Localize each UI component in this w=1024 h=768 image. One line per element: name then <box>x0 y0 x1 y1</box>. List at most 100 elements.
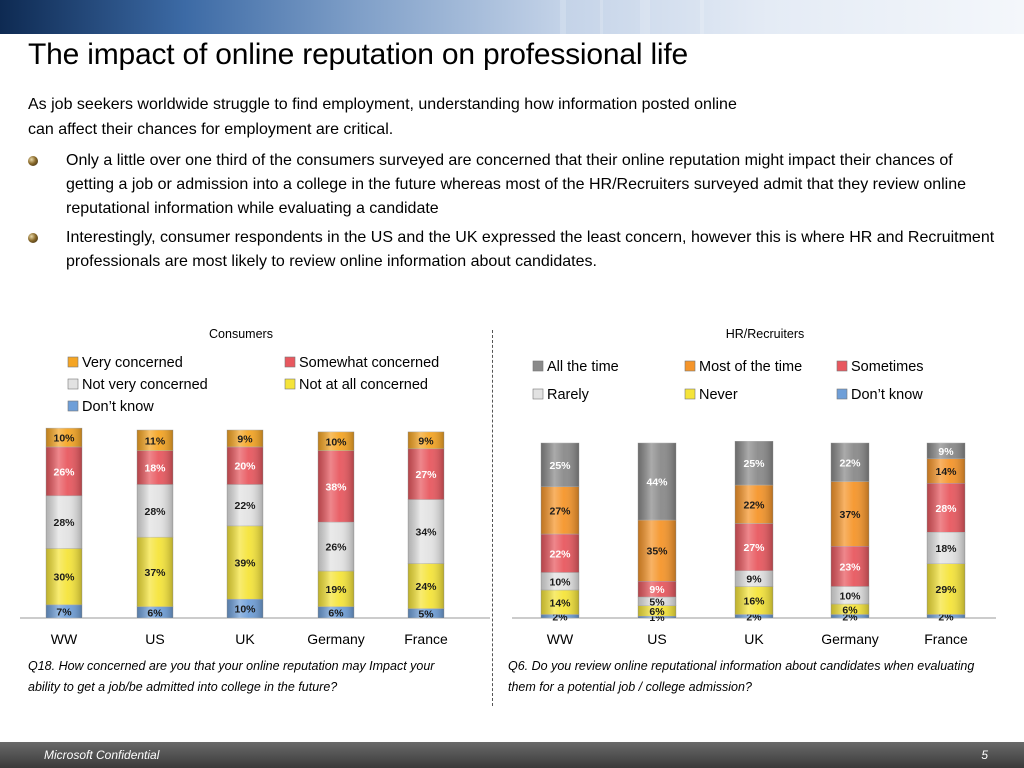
hr-legend-label-never: Never <box>699 387 738 403</box>
consumers-bar-shade-france-very-concerned <box>408 431 444 449</box>
consumers-bar-shade-germany-somewhat-concerned <box>318 450 354 523</box>
hr-data-label-us-sometimes: 9% <box>649 584 665 596</box>
hr-bar-shade-france-never <box>927 563 965 615</box>
hr-bar-shade-france-don-t-know <box>927 614 965 618</box>
consumers-data-label-uk-not-very-concerned: 22% <box>234 500 256 512</box>
consumers-data-label-ww-don-t-know: 7% <box>56 606 72 618</box>
hr-legend-label-most-of-the-time: Most of the time <box>699 359 802 375</box>
bullet-text: Interestingly, consumer respondents in t… <box>66 229 995 270</box>
header-banner <box>0 0 1024 34</box>
hr-chart-title: HR/Recruiters <box>726 327 805 341</box>
hr-data-label-us-rarely: 5% <box>649 596 665 608</box>
consumers-data-label-us-not-very-concerned: 28% <box>144 506 166 518</box>
hr-bar-shade-us-rarely <box>638 597 676 606</box>
consumers-bar-shade-ww-somewhat-concerned <box>46 446 82 496</box>
consumers-data-label-ww-not-very-concerned: 28% <box>53 517 75 529</box>
consumers-category-label-germany: Germany <box>307 631 365 647</box>
consumers-bar-shade-uk-very-concerned <box>227 430 263 447</box>
consumers-data-label-germany-don-t-know: 6% <box>328 607 344 619</box>
hr-legend-swatch-never <box>684 388 696 400</box>
consumers-data-label-us-don-t-know: 6% <box>147 607 163 619</box>
hr-data-label-germany-rarely: 10% <box>839 590 861 602</box>
consumers-data-label-uk-very-concerned: 9% <box>237 433 253 445</box>
hr-bar-shade-us-sometimes <box>638 581 676 597</box>
consumers-bar-shade-us-not-very-concerned <box>137 484 173 538</box>
hr-bar-shade-france-most-of-the-time <box>927 458 965 484</box>
chart-divider <box>492 330 493 706</box>
bullet-text: Only a little over one third of the cons… <box>66 152 967 217</box>
hr-legend-label-sometimes: Sometimes <box>851 359 924 375</box>
footer-bar: Microsoft Confidential 5 <box>0 742 1024 768</box>
hr-data-label-france-never: 29% <box>935 584 957 596</box>
hr-legend-swatch-most-of-the-time <box>684 360 696 372</box>
consumers-data-label-ww-very-concerned: 10% <box>53 433 75 445</box>
consumers-legend-swatch-not-very-concerned <box>67 378 79 390</box>
consumers-data-label-france-somewhat-concerned: 27% <box>415 469 437 481</box>
hr-bar-shade-ww-don-t-know <box>541 614 579 618</box>
consumers-legend-swatch-very-concerned <box>67 356 79 368</box>
hr-legend-label-rarely: Rarely <box>547 387 590 403</box>
consumers-legend-label-not-very-concerned: Not very concerned <box>82 377 208 393</box>
consumers-data-label-us-not-at-all-concerned: 37% <box>144 567 166 579</box>
hr-data-label-uk-all-the-time: 25% <box>743 458 765 470</box>
hr-bar-shade-uk-all-the-time <box>735 441 773 485</box>
page-number: 5 <box>981 748 988 762</box>
hr-legend-label-don-t-know: Don’t know <box>851 387 923 403</box>
consumers-legend-label-very-concerned: Very concerned <box>82 355 183 371</box>
consumers-data-label-germany-very-concerned: 10% <box>325 436 347 448</box>
consumers-bar-shade-uk-somewhat-concerned <box>227 446 263 485</box>
consumers-data-label-ww-somewhat-concerned: 26% <box>53 466 75 478</box>
consumers-bar-shade-ww-not-very-concerned <box>46 495 82 549</box>
consumers-data-label-france-not-very-concerned: 34% <box>415 527 437 539</box>
hr-bar-shade-uk-most-of-the-time <box>735 485 773 524</box>
hr-data-label-germany-sometimes: 23% <box>839 561 861 573</box>
charts-area: Consumers Very concerned Somewhat concerne… <box>20 327 996 647</box>
hr-data-label-france-all-the-time: 9% <box>938 446 954 458</box>
hr-data-label-france-most-of-the-time: 14% <box>935 466 957 478</box>
hr-category-label-ww: WW <box>547 631 574 647</box>
hr-bar-shade-france-rarely <box>927 532 965 564</box>
consumers-data-label-uk-don-t-know: 10% <box>234 604 256 616</box>
slide-title: The impact of online reputation on profe… <box>28 38 689 71</box>
hr-bar-shade-uk-never <box>735 586 773 615</box>
consumers-bar-shade-germany-not-at-all-concerned <box>318 571 354 607</box>
hr-data-label-uk-never: 16% <box>743 596 765 608</box>
hr-bar-shade-ww-never <box>541 590 579 615</box>
consumers-bar-shade-germany-don-t-know <box>318 606 354 618</box>
consumers-data-label-france-don-t-know: 5% <box>418 608 434 620</box>
consumers-bar-shade-uk-not-very-concerned <box>227 484 263 526</box>
hr-data-label-us-most-of-the-time: 35% <box>646 546 668 558</box>
hr-bar-shade-ww-rarely <box>541 572 579 590</box>
consumers-bar-shade-france-don-t-know <box>408 608 444 618</box>
consumers-bar-shade-germany-very-concerned <box>318 431 354 451</box>
intro-line-2: can affect their chances for employment … <box>28 121 394 138</box>
intro-line-1: As job seekers worldwide struggle to fin… <box>28 96 737 113</box>
hr-data-label-germany-all-the-time: 22% <box>839 457 861 469</box>
consumers-legend-swatch-somewhat-concerned <box>284 356 296 368</box>
hr-bar-shade-france-sometimes <box>927 483 965 533</box>
hr-legend-swatch-all-the-time <box>532 360 544 372</box>
bullet-icon <box>28 233 38 243</box>
consumers-bar-shade-france-somewhat-concerned <box>408 448 444 500</box>
consumers-category-label-france: France <box>404 631 448 647</box>
consumers-legend-swatch-don-t-know <box>67 400 79 412</box>
consumers-legend-label-don-t-know: Don’t know <box>82 399 154 415</box>
consumers-category-label-uk: UK <box>235 631 255 647</box>
consumers-data-label-germany-not-very-concerned: 26% <box>325 542 347 554</box>
consumers-bar-shade-france-not-very-concerned <box>408 499 444 564</box>
hr-data-label-ww-rarely: 10% <box>549 576 571 588</box>
hr-bar-shade-uk-sometimes <box>735 523 773 571</box>
bullet-item: Interestingly, consumer respondents in t… <box>28 226 996 274</box>
consumers-bar-shade-uk-not-at-all-concerned <box>227 525 263 600</box>
hr-data-label-ww-most-of-the-time: 27% <box>549 505 571 517</box>
hr-bar-shade-us-most-of-the-time <box>638 520 676 582</box>
hr-bar-shade-ww-sometimes <box>541 534 579 573</box>
hr-category-label-germany: Germany <box>821 631 879 647</box>
consumers-data-label-ww-not-at-all-concerned: 30% <box>53 572 75 584</box>
consumers-data-label-us-very-concerned: 11% <box>145 435 166 447</box>
consumers-data-label-germany-somewhat-concerned: 38% <box>325 481 347 493</box>
hr-question: Q6. Do you review online reputational in… <box>508 659 975 694</box>
consumers-bar-shade-us-somewhat-concerned <box>137 450 173 485</box>
consumers-data-label-uk-somewhat-concerned: 20% <box>234 461 256 473</box>
hr-data-label-uk-sometimes: 27% <box>743 542 765 554</box>
